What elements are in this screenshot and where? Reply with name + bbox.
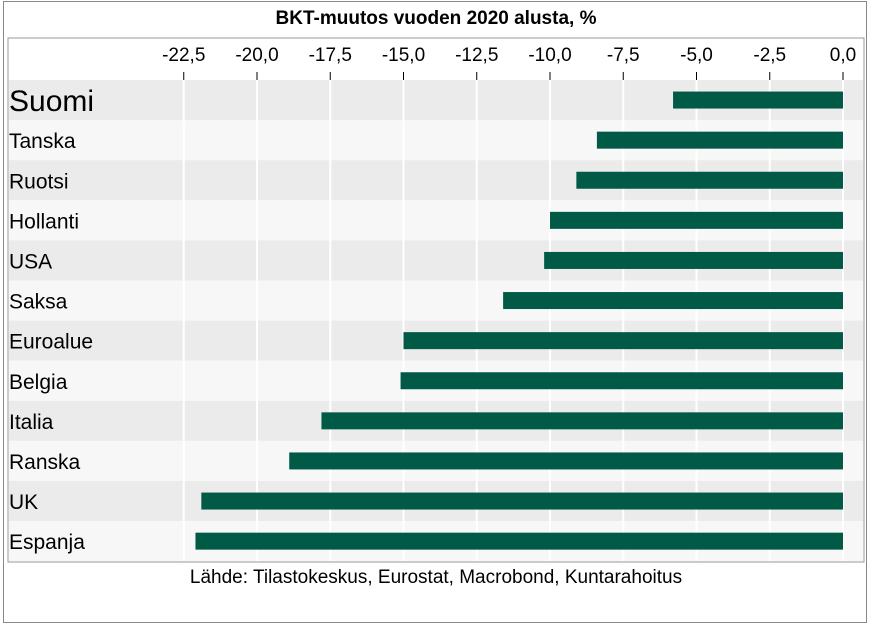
category-label: Italia: [9, 411, 54, 434]
category-label: Suomi: [9, 85, 94, 118]
category-label: Hollanti: [9, 210, 79, 233]
bar: [201, 492, 843, 510]
category-labels: Suomi Tanska Ruotsi Hollanti USA Saksa Euroalu…: [9, 85, 94, 554]
category-label: Ranska: [9, 451, 81, 474]
bar: [195, 532, 844, 550]
bar: [321, 412, 844, 430]
source-note: Lähde: Tilastokeskus, Eurostat, Macrobon…: [189, 567, 683, 588]
category-label: Euroalue: [9, 331, 93, 354]
bar: [403, 332, 843, 350]
x-tick-label: -7,5: [607, 45, 640, 66]
gridlines: [182, 80, 844, 561]
category-label: USA: [9, 250, 52, 273]
bar: [673, 91, 843, 109]
x-tick-label: -20,0: [235, 45, 278, 66]
category-label: Saksa: [9, 291, 68, 314]
category-label: Espanja: [9, 531, 85, 554]
category-label: Tanska: [9, 130, 76, 153]
bar: [596, 131, 843, 149]
x-tick-label: -10,0: [528, 45, 571, 66]
x-tick-label: -15,0: [382, 45, 425, 66]
chart-title: BKT-muutos vuoden 2020 alusta, %: [275, 8, 597, 29]
x-tick-label: -22,5: [162, 45, 205, 66]
bar: [400, 372, 843, 390]
bar: [289, 452, 844, 470]
bar: [503, 292, 843, 310]
category-label: Ruotsi: [9, 170, 69, 193]
category-label: Belgia: [9, 371, 68, 394]
bars: [195, 91, 844, 550]
category-label: UK: [9, 491, 38, 514]
x-tick-label: -17,5: [309, 45, 352, 66]
x-tick-label: -12,5: [455, 45, 498, 66]
bar: [544, 251, 843, 269]
x-tick-label: -5,0: [680, 45, 713, 66]
x-axis-ticks: -22,5 -20,0 -17,5 -15,0 -12,5 -10,0 -7,5 -5,0 -2…: [162, 45, 856, 80]
bar: [550, 211, 843, 229]
bar: [576, 171, 843, 189]
x-tick-label: -2,5: [753, 45, 786, 66]
x-tick-label: 0,0: [830, 45, 856, 66]
row-bands: [9, 80, 863, 562]
